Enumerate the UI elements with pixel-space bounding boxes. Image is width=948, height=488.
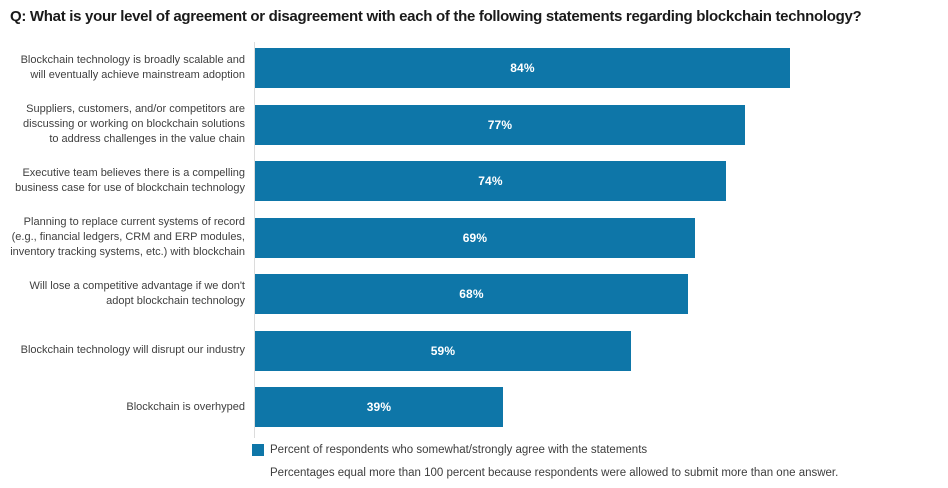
category-label: Executive team believes there is a compe… — [15, 167, 245, 195]
category-label: Blockchain technology is broadly scalabl… — [20, 54, 245, 82]
legend-label: Percent of respondents who somewhat/stro… — [270, 444, 648, 456]
bar-row: Blockchain is overhyped 39% — [0, 379, 948, 436]
bar: 84% — [255, 48, 790, 89]
bar-row: Blockchain technology is broadly scalabl… — [0, 40, 948, 97]
bar: 59% — [255, 330, 631, 371]
bar: 77% — [255, 104, 745, 145]
category-label: Suppliers, customers, and/or competitors… — [23, 103, 245, 146]
legend: Percent of respondents who somewhat/stro… — [252, 444, 647, 456]
bar: 69% — [255, 217, 695, 258]
bar: 68% — [255, 274, 688, 315]
bar-value-label: 77% — [487, 117, 513, 132]
bar-value-label: 69% — [462, 230, 488, 245]
bar: 74% — [255, 161, 726, 202]
category-label: Blockchain technology will disrupt our i… — [20, 344, 245, 357]
bar-row: Blockchain technology will disrupt our i… — [0, 323, 948, 380]
bar-row: Suppliers, customers, and/or competitors… — [0, 97, 948, 154]
category-label: Planning to replace current systems of r… — [10, 216, 245, 259]
bar-chart: Blockchain technology is broadly scalabl… — [0, 40, 948, 438]
bar-row: Will lose a competitive advantage if we … — [0, 266, 948, 323]
bar: 39% — [255, 387, 503, 428]
category-label: Blockchain is overhyped — [126, 400, 245, 413]
legend-swatch-icon — [252, 444, 264, 456]
chart-footnote: Percentages equal more than 100 percent … — [270, 467, 839, 479]
bar-value-label: 68% — [459, 287, 484, 302]
bar-value-label: 39% — [366, 400, 392, 415]
bar-value-label: 84% — [510, 61, 535, 76]
y-axis-line — [254, 42, 255, 438]
bar-row: Planning to replace current systems of r… — [0, 210, 948, 267]
bar-value-label: 74% — [478, 174, 503, 189]
bar-row: Executive team believes there is a compe… — [0, 153, 948, 210]
category-label: Will lose a competitive advantage if we … — [29, 280, 246, 308]
bar-value-label: 59% — [430, 343, 456, 358]
bar-rows: Blockchain technology is broadly scalabl… — [0, 40, 948, 436]
chart-title: Q: What is your level of agreement or di… — [10, 8, 862, 25]
